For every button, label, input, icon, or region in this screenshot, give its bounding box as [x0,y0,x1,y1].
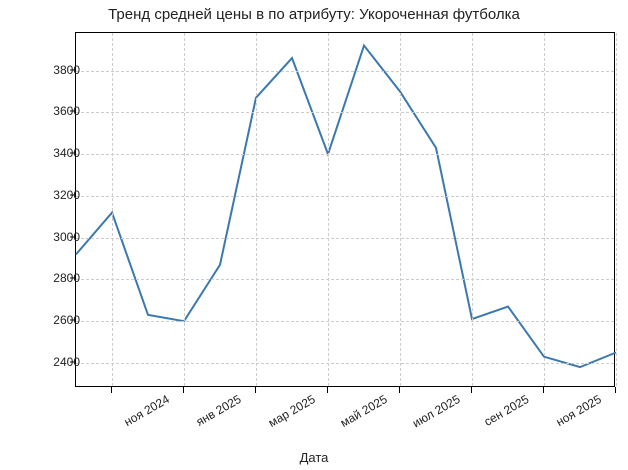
x-gridline [472,33,473,386]
x-tick-label: ноя 2025 [554,392,604,429]
y-gridline [76,71,614,72]
x-tick-mark [111,387,112,393]
y-tick-label: 3400 [25,146,80,160]
x-tick-mark [399,387,400,393]
x-tick-label: янв 2025 [194,392,244,429]
y-tick-label: 2600 [25,313,80,327]
x-gridline [184,33,185,386]
x-gridline [112,33,113,386]
x-tick-label: сен 2025 [482,392,532,429]
x-gridline [544,33,545,386]
x-tick-label: мар 2025 [266,392,318,430]
y-tick-label: 3200 [25,188,80,202]
y-tick-label: 2400 [25,355,80,369]
y-tick-label: 2800 [25,271,80,285]
x-tick-label: май 2025 [338,392,390,430]
plot-area [75,32,615,387]
y-gridline [76,238,614,239]
x-gridline [400,33,401,386]
x-tick-mark [327,387,328,393]
x-tick-label: июл 2025 [410,392,462,430]
chart-title: Тренд средней цены в по атрибуту: Укороч… [0,6,628,23]
y-gridline [76,279,614,280]
y-tick-label: 3600 [25,104,80,118]
x-tick-mark [255,387,256,393]
y-gridline [76,196,614,197]
x-tick-mark [615,387,616,393]
x-gridline [616,33,617,386]
x-tick-mark [183,387,184,393]
x-gridline [256,33,257,386]
line-series-svg [76,33,614,386]
price-trend-line[interactable] [76,46,616,368]
y-gridline [76,363,614,364]
x-tick-mark [471,387,472,393]
y-gridline [76,112,614,113]
x-axis-label: Дата [0,450,628,465]
x-tick-label: ноя 2024 [122,392,172,429]
y-gridline [76,321,614,322]
y-tick-label: 3800 [25,63,80,77]
y-tick-label: 3000 [25,230,80,244]
x-gridline [328,33,329,386]
y-gridline [76,154,614,155]
x-tick-mark [543,387,544,393]
